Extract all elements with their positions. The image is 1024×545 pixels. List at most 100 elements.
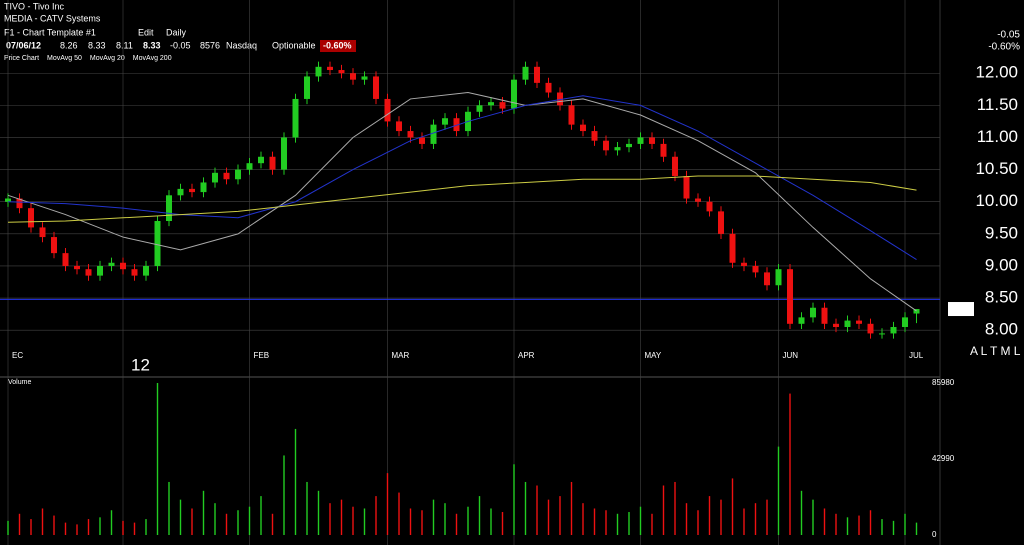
candle-body — [856, 320, 862, 324]
volume-bar — [352, 506, 354, 535]
moving-average — [7, 92, 917, 312]
symbol[interactable]: TIVO - Tivo Inc — [4, 1, 65, 11]
candle-body — [591, 131, 598, 141]
candle-body — [338, 70, 345, 74]
close: 8.33 — [143, 40, 161, 50]
candle-body — [16, 198, 23, 209]
volume-bar — [260, 496, 262, 535]
volume-bar — [766, 499, 768, 535]
candle-body — [108, 262, 115, 266]
month-label: FEB — [254, 351, 270, 360]
candle-body — [384, 98, 391, 122]
candle-body — [798, 317, 805, 324]
y-tick-label: 9.50 — [985, 223, 1018, 242]
right-change: -0.05 — [997, 30, 1020, 41]
volume-bar — [754, 503, 757, 535]
volume-bar — [869, 510, 872, 535]
candle-body — [879, 333, 885, 335]
volume-bar — [628, 512, 630, 535]
period[interactable]: Daily — [166, 27, 187, 37]
volume-bar — [536, 485, 538, 535]
candle-body — [775, 269, 782, 286]
y-tick-label: 12.00 — [975, 63, 1018, 82]
volume-tick-label: 42990 — [932, 454, 955, 463]
optionable: Optionable — [272, 40, 316, 50]
volume-bar — [122, 520, 124, 535]
volume-bar — [777, 446, 780, 535]
volume-bar — [685, 503, 688, 535]
candle-body — [534, 66, 540, 83]
volume-bar — [651, 513, 653, 535]
candle-body — [189, 188, 195, 193]
volume-bar — [168, 481, 170, 535]
month-label: APR — [518, 351, 535, 360]
volume-bar — [467, 506, 469, 535]
edit[interactable]: Edit — [138, 27, 154, 37]
candle-body — [143, 265, 149, 276]
candle-body — [764, 272, 770, 286]
candle-body — [672, 156, 678, 177]
candle-body — [350, 73, 356, 80]
volume-bar — [398, 492, 400, 535]
candle-body — [419, 137, 425, 144]
month-label: EC — [12, 351, 23, 360]
candle-body — [545, 82, 552, 93]
legend-entry: MovAvg 50 — [47, 55, 82, 62]
candle-body — [867, 323, 874, 334]
candle-body — [74, 265, 80, 270]
candle-body — [695, 198, 701, 202]
volume-bar — [501, 512, 504, 535]
volume-bar — [53, 515, 55, 535]
volume-bar — [306, 481, 308, 535]
candle-body — [683, 176, 690, 199]
last-price-box — [948, 302, 974, 317]
month-label: 12 — [131, 355, 150, 374]
last-price: 8.33 — [952, 303, 970, 313]
month-label: MAY — [645, 351, 662, 360]
volume-bar — [904, 513, 906, 535]
volume-bar — [892, 520, 895, 535]
volume-bar — [432, 499, 435, 535]
volume-bar — [605, 510, 607, 535]
template[interactable]: F1 - Chart Template #1 — [4, 27, 96, 37]
candle-body — [614, 147, 621, 151]
candle-body — [890, 327, 897, 334]
change-pct: -0.60% — [323, 40, 352, 50]
candle-body — [85, 269, 92, 276]
legend-entry: Price Chart — [4, 55, 39, 62]
candle-body — [407, 131, 414, 138]
candle-body — [649, 137, 655, 144]
candle-body — [269, 156, 276, 170]
candle-body — [327, 66, 333, 71]
volume-bar — [490, 508, 492, 535]
candle-body — [396, 121, 402, 132]
volume-bar — [363, 508, 366, 535]
volume-bar — [386, 473, 389, 535]
candle-body — [511, 79, 517, 109]
candle-body — [304, 76, 310, 99]
change-pct-box — [320, 40, 356, 52]
candle-body — [568, 105, 575, 125]
volume-tick-label: 0 — [932, 530, 937, 539]
volume-bar — [478, 496, 481, 535]
exchange: Nasdaq — [226, 40, 257, 50]
y-tick-label: 10.50 — [975, 159, 1018, 178]
volume-bar — [789, 393, 791, 535]
volume-bar — [76, 524, 78, 535]
candle-body — [5, 198, 11, 202]
volume-bar — [375, 496, 377, 535]
candle-body — [637, 137, 644, 144]
candle-body — [706, 201, 713, 212]
industry[interactable]: MEDIA - CATV Systems — [4, 13, 101, 23]
candle-body — [281, 137, 287, 170]
volume-bar — [156, 383, 159, 535]
y-tick-label: 8.00 — [985, 320, 1018, 339]
low: 8.11 — [116, 40, 133, 50]
volume-bar — [846, 517, 849, 535]
volume-bar — [271, 513, 274, 535]
y-tick-label: 10.00 — [975, 191, 1018, 210]
volume-bar — [191, 508, 193, 535]
volume-bar — [237, 510, 239, 535]
